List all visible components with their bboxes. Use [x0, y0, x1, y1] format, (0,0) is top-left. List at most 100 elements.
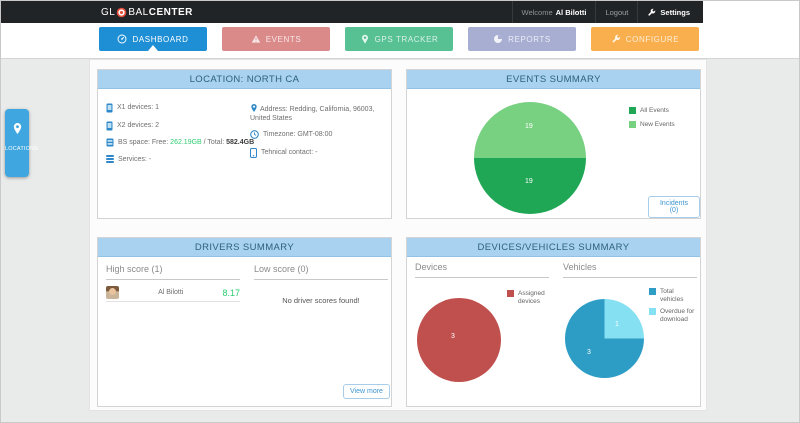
- nav-gps-tracker-button[interactable]: GPS TRACKER: [345, 27, 453, 51]
- wrench-icon: [648, 8, 656, 16]
- clock-icon: [250, 130, 259, 139]
- device-icon: [106, 103, 113, 113]
- nav-dashboard-label: DASHBOARD: [132, 34, 189, 44]
- nav-gps-tracker-label: GPS TRACKER: [374, 34, 439, 44]
- legend-all-events[interactable]: All Events: [629, 107, 669, 115]
- nav-reports-button[interactable]: REPORTS: [468, 27, 576, 51]
- logo-text-1: GL: [101, 6, 116, 18]
- technical-contact-value: -: [315, 149, 318, 156]
- main-nav: DASHBOARD EVENTS GPS TRACKER REPORTS CON…: [1, 23, 799, 58]
- legend-label: All Events: [640, 107, 669, 114]
- bs-free-label: Free:: [151, 139, 169, 146]
- driver-name: Al Bilotti: [158, 289, 184, 296]
- technical-contact-row: Tehnical contact: -: [250, 148, 317, 158]
- location-panel: LOCATION: NORTH CA X1 devices: 1 X2 devi…: [97, 69, 392, 219]
- services-label: Services:: [118, 156, 147, 163]
- legend-total-vehicles[interactable]: Total vehicles: [649, 288, 695, 304]
- nav-configure-button[interactable]: CONFIGURE: [591, 27, 699, 51]
- incidents-button[interactable]: Incidents (0): [648, 196, 700, 218]
- app-logo: GL BAL CENTER: [101, 1, 193, 23]
- x1-devices-label: X1 devices:: [117, 104, 154, 111]
- bs-total-value: 582.4GB: [226, 139, 255, 146]
- nav-reports-label: REPORTS: [508, 34, 551, 44]
- devices-vehicles-title: DEVICES/VEHICLES SUMMARY: [407, 238, 700, 257]
- legend-swatch: [649, 308, 656, 315]
- address-label: Address:: [260, 106, 288, 113]
- warning-triangle-icon: [251, 35, 260, 43]
- vehicles-heading: Vehicles: [563, 262, 697, 278]
- events-pie-chart: 19 19: [474, 102, 586, 214]
- legend-label: Assigned devices: [518, 290, 545, 305]
- devices-vehicles-panel: DEVICES/VEHICLES SUMMARY Devices Vehicle…: [406, 237, 701, 407]
- settings-label: Settings: [660, 7, 690, 17]
- legend-swatch: [649, 288, 656, 295]
- x1-devices-value: 1: [155, 104, 160, 111]
- device-icon: [106, 121, 113, 131]
- welcome-prefix: Welcome: [521, 7, 553, 17]
- events-pie-label-all: 19: [525, 178, 533, 185]
- driver-row[interactable]: Al Bilotti 8.17: [106, 284, 240, 302]
- nav-dashboard-button[interactable]: DASHBOARD: [99, 27, 207, 51]
- legend-label: Total vehicles: [660, 288, 684, 303]
- events-pie-label-new: 19: [525, 123, 533, 130]
- globe-icon: [117, 7, 127, 17]
- legend-overdue-download[interactable]: Overdue for download: [649, 308, 695, 324]
- nav-events-button[interactable]: EVENTS: [222, 27, 330, 51]
- services-row: Services: -: [106, 155, 151, 164]
- locations-tab-label: LOCATIONS: [5, 146, 39, 152]
- drivers-summary-panel: DRIVERS SUMMARY High score (1) Low score…: [97, 237, 392, 407]
- vehicles-pie-label-overdue: 1: [615, 321, 619, 328]
- top-bar-right: Welcome Al Bilotti Logout Settings: [511, 1, 700, 23]
- x2-devices-row: X2 devices: 2: [106, 121, 159, 131]
- pie-chart-icon: [494, 35, 503, 43]
- logout-link[interactable]: Logout: [595, 1, 637, 23]
- low-score-heading: Low score (0): [254, 264, 388, 280]
- drivers-summary-title: DRIVERS SUMMARY: [98, 238, 391, 257]
- welcome-text: Welcome Al Bilotti: [511, 1, 596, 23]
- map-pin-icon: [13, 123, 21, 134]
- vehicles-pie-chart: 1 3: [565, 299, 644, 378]
- services-icon: [106, 155, 114, 163]
- timezone-value: GMT-08:00: [297, 131, 333, 138]
- address-value: Redding, California, 96003, United State…: [250, 106, 375, 122]
- settings-link[interactable]: Settings: [637, 1, 699, 23]
- address-row: Address: Redding, California, 96003, Uni…: [250, 103, 388, 123]
- vehicles-pie-label-total: 3: [587, 349, 591, 356]
- driver-score: 8.17: [222, 287, 240, 298]
- locations-tab[interactable]: LOCATIONS: [5, 109, 39, 177]
- nav-events-label: EVENTS: [265, 34, 302, 44]
- logo-text-3: CENTER: [148, 6, 193, 18]
- bs-free-value: 262.19GB: [170, 139, 202, 146]
- timezone-row: Timezone: GMT-08:00: [250, 130, 332, 139]
- nav-configure-label: CONFIGURE: [625, 34, 680, 44]
- location-pin-icon: [251, 104, 257, 112]
- legend-swatch: [507, 290, 514, 297]
- no-scores-message: No driver scores found!: [282, 296, 360, 305]
- x2-devices-value: 2: [155, 122, 160, 129]
- devices-pie-chart: 3: [417, 298, 501, 382]
- high-score-heading: High score (1): [106, 264, 240, 280]
- wrench-icon: [612, 34, 620, 43]
- driver-avatar: [106, 286, 119, 299]
- legend-label: New Events: [640, 121, 675, 128]
- x2-devices-label: X2 devices:: [117, 122, 154, 129]
- legend-new-events[interactable]: New Events: [629, 121, 675, 129]
- phone-icon: [250, 148, 257, 158]
- legend-assigned-devices[interactable]: Assigned devices: [507, 290, 551, 306]
- events-summary-panel: EVENTS SUMMARY 19 19 All Events New Even…: [406, 69, 701, 219]
- devices-heading: Devices: [415, 262, 549, 278]
- events-summary-title: EVENTS SUMMARY: [407, 70, 700, 89]
- view-more-button[interactable]: View more: [343, 384, 390, 399]
- legend-swatch: [629, 107, 636, 114]
- timezone-label: Timezone:: [263, 131, 296, 138]
- x1-devices-row: X1 devices: 1: [106, 103, 159, 113]
- gauge-icon: [117, 34, 127, 44]
- bs-space-label: BS space:: [118, 139, 150, 146]
- location-panel-title: LOCATION: NORTH CA: [98, 70, 391, 89]
- top-bar: GL BAL CENTER Welcome Al Bilotti Logout S…: [1, 1, 703, 23]
- devices-pie-label: 3: [451, 333, 455, 340]
- bs-space-row: BS space: Free: 262.19GB / Total: 582.4G…: [106, 138, 254, 147]
- legend-swatch: [629, 121, 636, 128]
- storage-icon: [106, 138, 114, 147]
